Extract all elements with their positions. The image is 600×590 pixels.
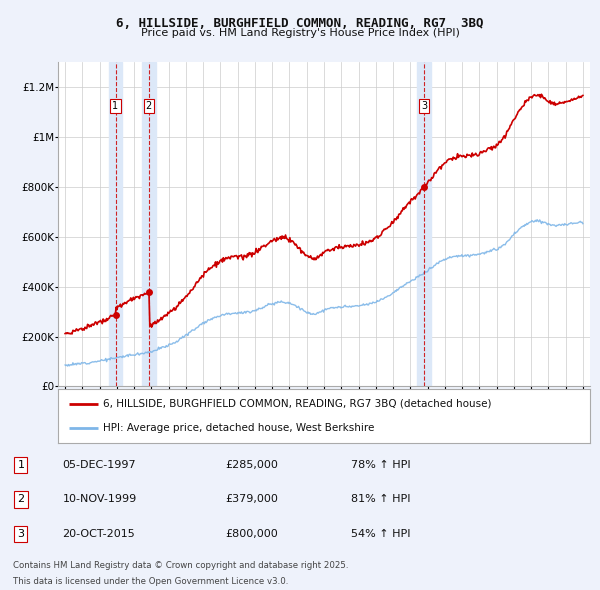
Text: 81% ↑ HPI: 81% ↑ HPI [350,494,410,504]
Text: Contains HM Land Registry data © Crown copyright and database right 2025.: Contains HM Land Registry data © Crown c… [13,561,349,570]
Text: 3: 3 [17,529,25,539]
Text: £285,000: £285,000 [226,460,278,470]
Text: 2: 2 [146,101,152,111]
Text: HPI: Average price, detached house, West Berkshire: HPI: Average price, detached house, West… [103,423,375,433]
Text: 78% ↑ HPI: 78% ↑ HPI [350,460,410,470]
Text: 3: 3 [421,101,427,111]
Text: 05-DEC-1997: 05-DEC-1997 [62,460,136,470]
Text: Price paid vs. HM Land Registry's House Price Index (HPI): Price paid vs. HM Land Registry's House … [140,28,460,38]
Text: 54% ↑ HPI: 54% ↑ HPI [350,529,410,539]
Text: 2: 2 [17,494,25,504]
Text: 6, HILLSIDE, BURGHFIELD COMMON, READING, RG7  3BQ: 6, HILLSIDE, BURGHFIELD COMMON, READING,… [116,17,484,30]
Bar [142,62,156,386]
Text: 20-OCT-2015: 20-OCT-2015 [62,529,135,539]
Text: £800,000: £800,000 [226,529,278,539]
Text: 6, HILLSIDE, BURGHFIELD COMMON, READING, RG7 3BQ (detached house): 6, HILLSIDE, BURGHFIELD COMMON, READING,… [103,399,492,409]
Bar [109,62,122,386]
Text: 10-NOV-1999: 10-NOV-1999 [62,494,137,504]
Text: 1: 1 [17,460,25,470]
Text: This data is licensed under the Open Government Licence v3.0.: This data is licensed under the Open Gov… [13,577,289,586]
Text: 1: 1 [112,101,119,111]
Text: £379,000: £379,000 [226,494,278,504]
Bar [417,62,431,386]
